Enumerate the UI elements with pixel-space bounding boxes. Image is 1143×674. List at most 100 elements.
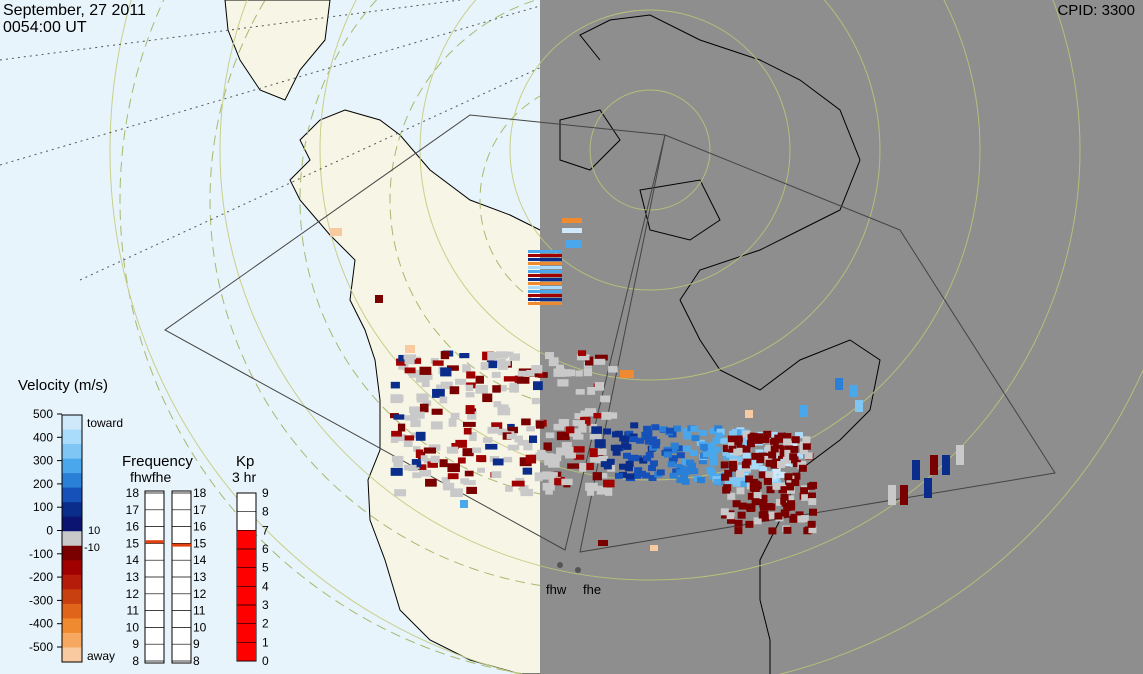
velocity-cell [727,492,736,500]
velocity-cell [738,437,747,444]
velocity-cell [665,427,674,434]
velocity-cell [575,389,585,395]
gs-label-pos: 10 [88,525,100,537]
velocity-cell [637,470,646,477]
velocity-cell [455,378,467,385]
velocity-cell [485,443,498,450]
velocity-cell [740,481,749,488]
velocity-cell [567,463,580,469]
velocity-cell [758,511,767,519]
velocity-cell [689,449,698,456]
velocity-cell [528,278,562,281]
velocity-cell [745,410,753,418]
velocity-cell [773,453,782,460]
velocity-cell [801,493,810,501]
velocity-cell [565,446,577,454]
velocity-cell [676,452,685,459]
velocity-cell [448,418,457,427]
velocity-cell [555,364,565,373]
velocity-cell [578,423,587,433]
greenland-landmass [224,0,331,101]
velocity-cell [463,480,476,486]
velocity-color-swatch [62,516,82,532]
velocity-cell [682,445,691,452]
velocity-cell [528,258,562,261]
velocity-cell [775,498,784,506]
velocity-cell [651,442,660,449]
velocity-cell [721,473,730,481]
velocity-cell [778,486,787,494]
velocity-cell [749,460,758,467]
velocity-cell [447,463,460,473]
velocity-cell [528,435,538,443]
velocity-cell [391,455,404,463]
velocity-cell [735,470,744,478]
velocity-cell [770,461,779,469]
velocity-tick-label: 500 [33,407,53,421]
velocity-tick-label: 0 [46,524,53,538]
velocity-cell [722,486,731,494]
velocity-cell [720,508,729,516]
velocity-cell [486,360,498,369]
velocity-cell [475,384,488,394]
velocity-cell [720,461,729,469]
velocity-cell [768,511,777,519]
velocity-cell [763,477,772,485]
velocity-cell [799,447,808,455]
velocity-cell [763,430,772,438]
velocity-cell [410,419,421,428]
velocity-cell [734,527,743,535]
velocity-cell [420,455,428,462]
velocity-cell [787,500,796,508]
velocity-cell [487,351,497,361]
velocity-color-swatch [62,632,82,648]
velocity-cell [765,444,774,452]
velocity-cell [466,371,476,379]
velocity-cell [415,431,426,441]
kp-tick-label: 7 [262,523,269,537]
velocity-cell [674,445,683,452]
velocity-cell [558,419,569,427]
velocity-cell [731,477,740,484]
velocity-tick-label: 200 [33,477,53,491]
velocity-cell [784,445,793,453]
velocity-cell [612,449,621,456]
velocity-cell [413,406,423,412]
velocity-cell [759,494,768,502]
velocity-cell [543,442,552,451]
velocity-cell [405,345,415,353]
velocity-cell [802,442,811,450]
velocity-cell [626,473,635,480]
velocity-cell [462,421,476,427]
velocity-cell [619,463,628,470]
velocity-tick-label: 100 [33,500,53,514]
velocity-cell [423,447,436,454]
velocity-cell [747,492,756,500]
velocity-cell [548,357,559,367]
velocity-cell [733,448,742,456]
velocity-cell [656,469,665,476]
velocity-cell [795,432,804,439]
velocity-cell [777,471,786,478]
velocity-cell [648,475,657,482]
velocity-cell [562,218,582,223]
velocity-cell [749,484,758,492]
velocity-cell [517,370,527,377]
velocity-cell [520,488,534,497]
velocity-cell [593,412,604,419]
velocity-cell [592,472,602,481]
velocity-cell [492,458,504,466]
velocity-cell [522,467,533,475]
velocity-cell [422,400,432,407]
velocity-cell [416,393,429,401]
velocity-cell [415,411,425,419]
velocity-color-swatch [62,487,82,503]
velocity-cell [707,468,716,475]
velocity-cell [742,452,751,459]
velocity-cell [707,447,716,454]
velocity-cell [727,442,736,450]
velocity-cell [791,436,800,444]
fhw-field-of-view [164,114,666,551]
kp-tick-label: 1 [262,635,269,649]
velocity-cell [447,473,459,480]
